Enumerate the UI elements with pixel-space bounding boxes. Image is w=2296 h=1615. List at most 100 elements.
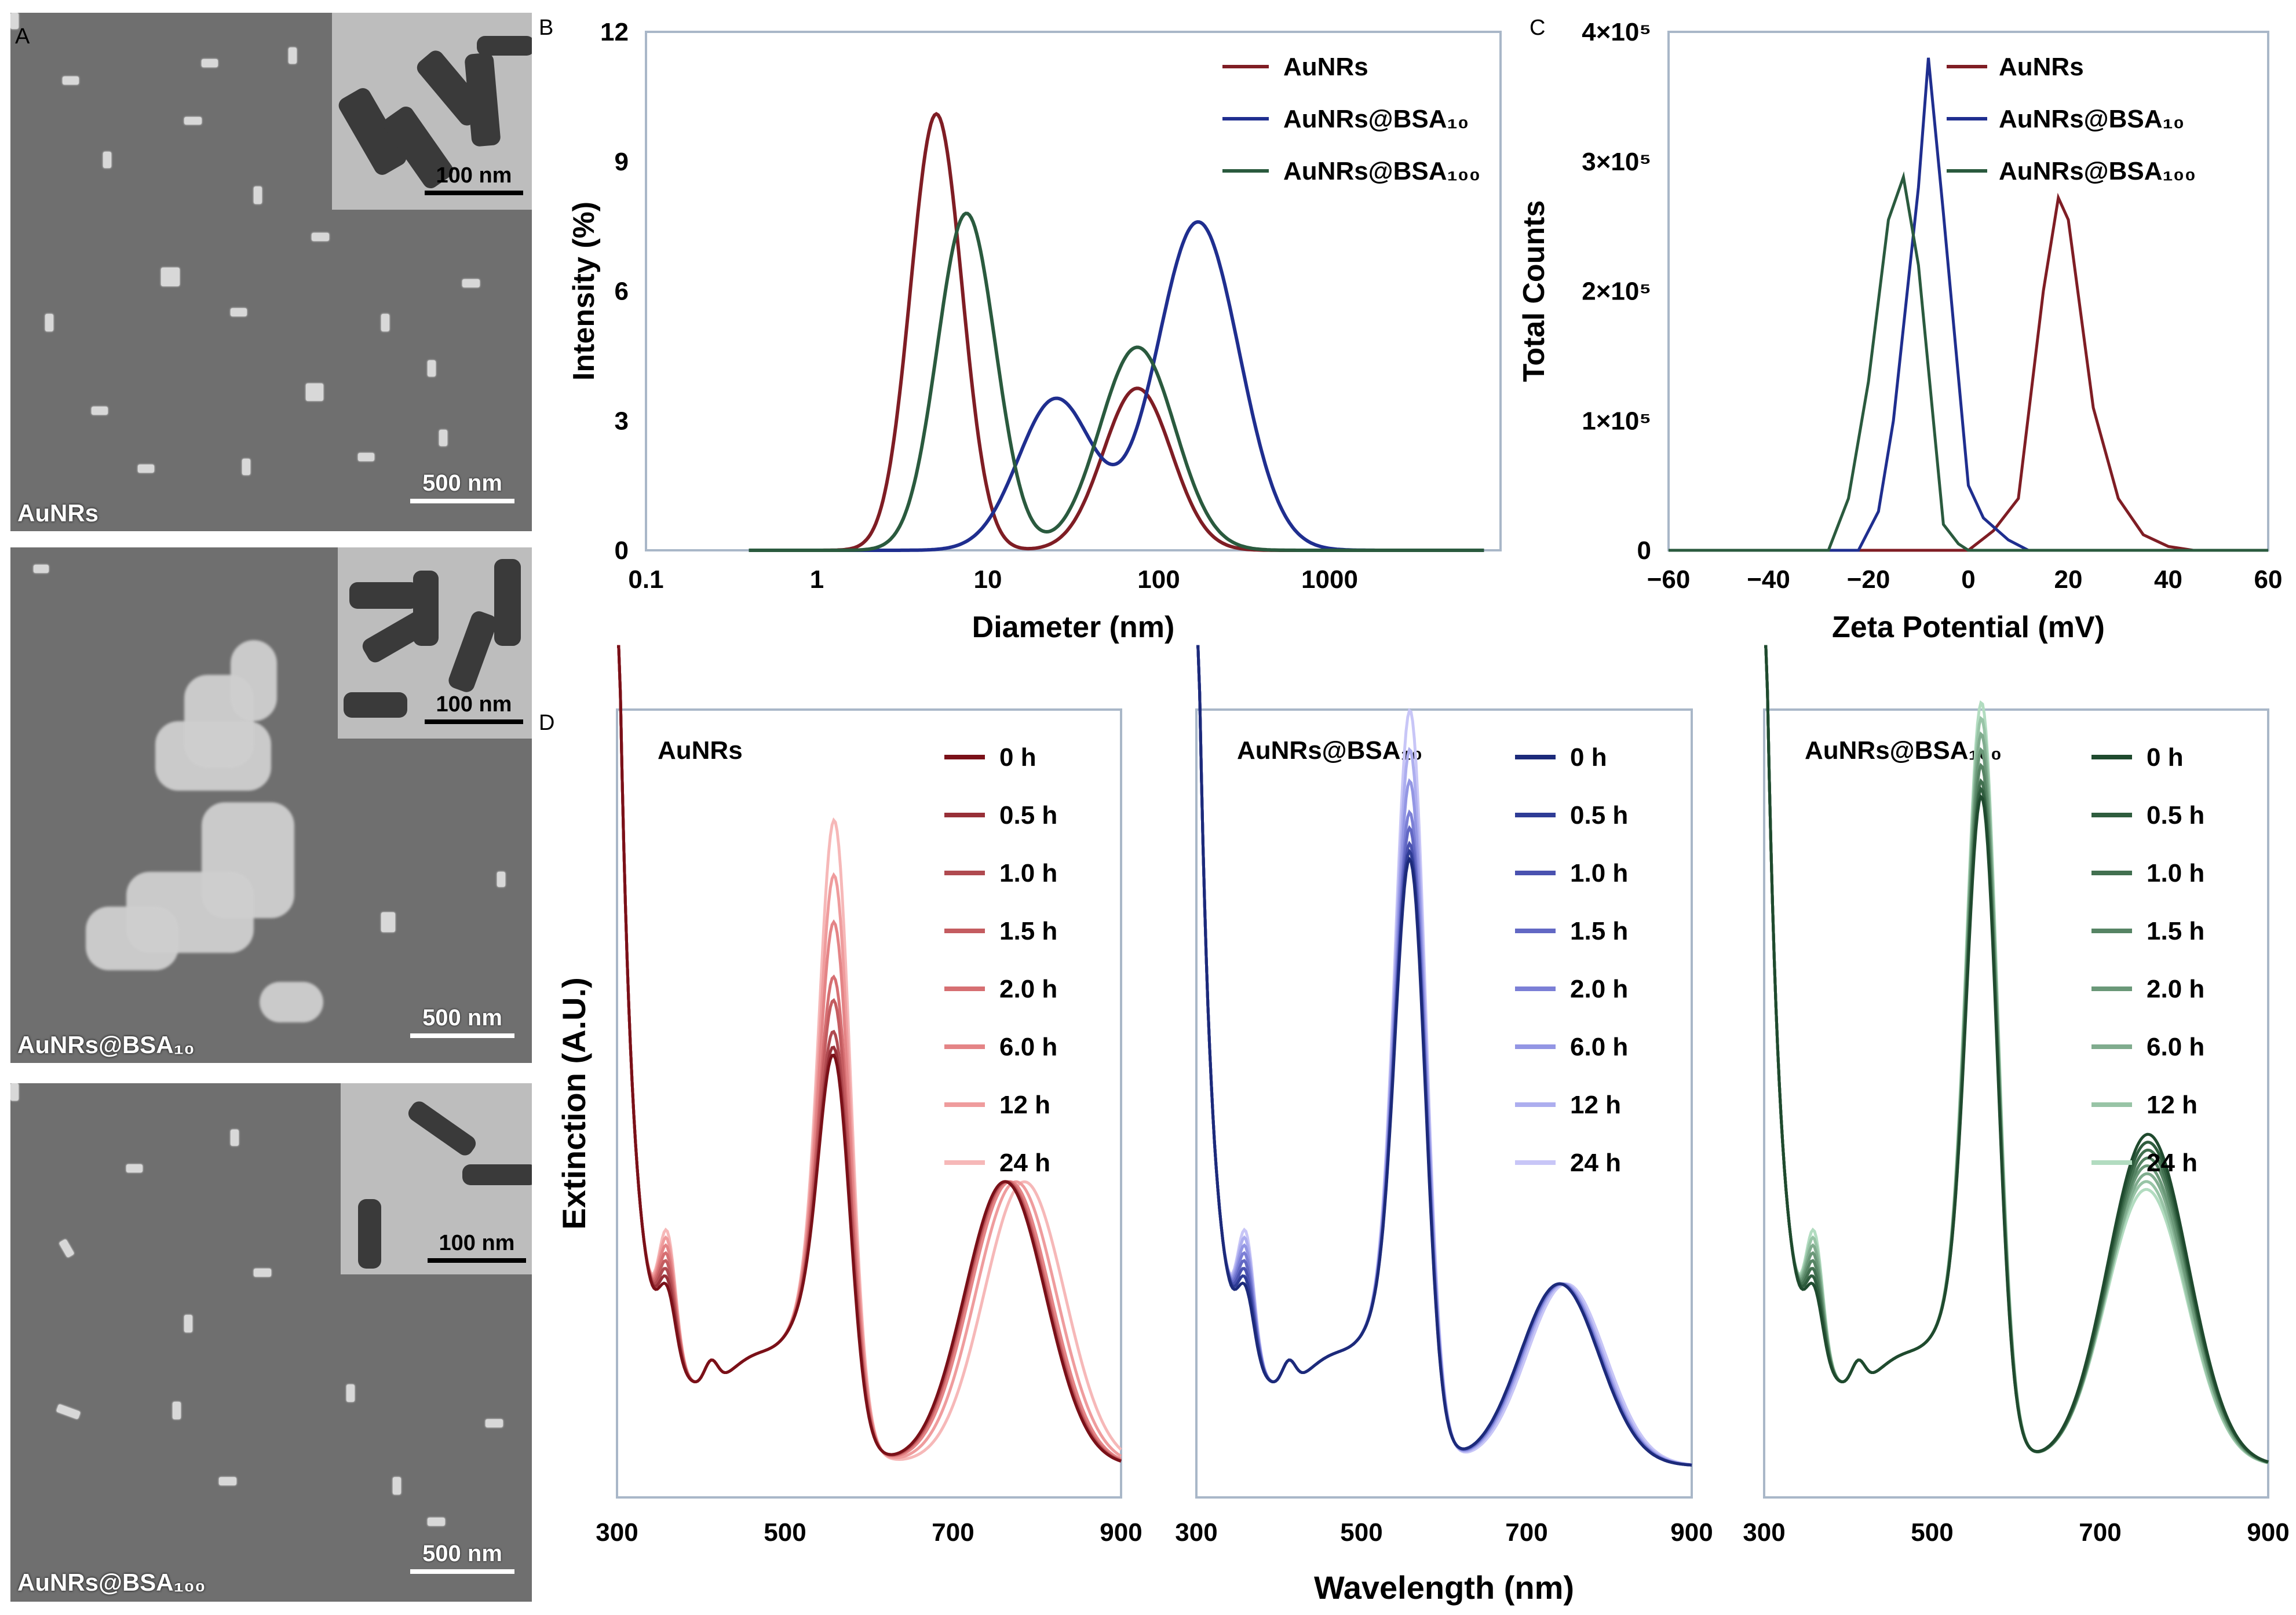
- series-line: [1764, 645, 2269, 1463]
- x-tick-label: 300: [1743, 1518, 1785, 1547]
- legend-entry: 2.0 h: [1570, 975, 1628, 1003]
- x-tick-label: 900: [2247, 1518, 2289, 1547]
- scalebar-500nm: 500 nm: [410, 1005, 514, 1038]
- panel-title: AuNRs: [658, 736, 743, 765]
- chart-zeta: −60 −40 −20 0 20 40 60 0 1×10⁵ 2×10⁵ 3×10⁵ 4×10⁵ Zet…: [1517, 18, 2282, 644]
- legend-entry: 0.5 h: [1570, 801, 1628, 830]
- legend-entry: 0.5 h: [999, 801, 1057, 830]
- legend-entry: AuNRs: [1283, 53, 1368, 81]
- x-tick-label: −20: [1847, 565, 1890, 594]
- x-tick-label: 0: [1961, 565, 1975, 594]
- x-tick-label: 1000: [1301, 565, 1358, 594]
- scalebar-500nm: 500 nm: [410, 1541, 514, 1574]
- chart-uv-aunrs: 300 500 700 900 AuNRs Extinction (A.U.) 0 h 0.5…: [556, 645, 1142, 1547]
- y-tick-label: 0: [1637, 536, 1651, 565]
- panel-letter-d: D: [539, 711, 554, 735]
- legend-entry: AuNRs@BSA₁₀₀: [1283, 157, 1480, 185]
- x-tick-label: 700: [1505, 1518, 1547, 1547]
- inset-scalebar: 100 nm: [425, 692, 523, 724]
- tem-inset-aunrs: 100 nm: [332, 13, 532, 210]
- legend-entry: 24 h: [1570, 1149, 1621, 1177]
- y-tick-label: 3: [615, 407, 629, 435]
- legend-entry: 1.5 h: [999, 917, 1057, 945]
- x-axis-label: Wavelength (nm): [1314, 1569, 1574, 1606]
- y-tick-label: 1×10⁵: [1582, 407, 1651, 435]
- micrograph-label: AuNRs@BSA₁₀₀: [17, 1569, 206, 1596]
- chart-dls: 0.1 1 10 100 1000 0 3 6 9 12 Diameter (nm) Intensit…: [567, 18, 1502, 644]
- series-line: [1669, 57, 2268, 552]
- legend-entry: AuNRs@BSA₁₀: [1999, 105, 2185, 133]
- chart-uv-bsa100: 300 500 700 900 AuNRs@BSA₁₀₀ 0 h 0.5 h 1.0 h 1.5…: [1743, 645, 2290, 1547]
- x-tick-label: 900: [1100, 1518, 1142, 1547]
- legend-entry: 24 h: [2147, 1149, 2198, 1177]
- x-tick-label: 10: [974, 565, 1002, 594]
- legend-entry: 0 h: [1570, 743, 1607, 772]
- x-tick-label: 60: [2254, 565, 2283, 594]
- plot-frame: [645, 31, 1502, 551]
- x-tick-label: 700: [932, 1518, 974, 1547]
- panel-letter-a: A: [15, 24, 30, 49]
- x-tick-label: 40: [2154, 565, 2182, 594]
- x-tick-label: 500: [1340, 1518, 1382, 1547]
- tem-inset-bsa10: 100 nm: [338, 547, 532, 739]
- series-line: [617, 645, 1122, 1463]
- chart-uv-bsa10: 300 500 700 900 AuNRs@BSA₁₀ Wavelength (nm) 0 …: [1175, 645, 1713, 1606]
- x-axis-label: Zeta Potential (mV): [1832, 611, 2105, 644]
- y-tick-label: 12: [600, 18, 629, 46]
- x-tick-label: 300: [596, 1518, 638, 1547]
- series-line: [749, 211, 1484, 552]
- series-line: [1669, 192, 2268, 552]
- micrograph-label: AuNRs: [17, 499, 99, 527]
- x-tick-label: 500: [764, 1518, 806, 1547]
- series-line: [1196, 645, 1692, 1467]
- legend-entry: AuNRs: [1999, 53, 2084, 81]
- panel-letter-b: B: [539, 16, 553, 40]
- x-axis-label: Diameter (nm): [972, 611, 1175, 644]
- micrograph-bsa100: 100 nm 500 nm AuNRs@BSA₁₀₀: [10, 1083, 532, 1602]
- x-tick-label: 0.1: [628, 565, 663, 594]
- scalebar-500nm: 500 nm: [410, 470, 514, 503]
- x-tick-label: 20: [2054, 565, 2083, 594]
- legend-entry: 12 h: [2147, 1091, 2198, 1119]
- y-tick-label: 6: [615, 277, 629, 306]
- panel-letter-c: C: [1530, 16, 1545, 40]
- inset-scalebar: 100 nm: [428, 1231, 526, 1263]
- series-line: [1669, 171, 2268, 552]
- legend-entry: 24 h: [999, 1149, 1050, 1177]
- micrograph-bsa10: 100 nm 500 nm AuNRs@BSA₁₀: [10, 547, 532, 1063]
- legend-entry: 0.5 h: [2147, 801, 2204, 830]
- panel-title: AuNRs@BSA₁₀₀: [1805, 736, 2002, 765]
- micrograph-label: AuNRs@BSA₁₀: [17, 1031, 195, 1058]
- plot-frame: [1195, 708, 1693, 1499]
- legend-entry: 6.0 h: [999, 1033, 1057, 1061]
- y-axis-label: Intensity (%): [567, 202, 601, 381]
- legend-entry: 2.0 h: [2147, 975, 2204, 1003]
- legend-entry: AuNRs@BSA₁₀: [1283, 105, 1469, 133]
- plot-frame: [1763, 708, 2269, 1499]
- legend-entry: 6.0 h: [2147, 1033, 2204, 1061]
- tem-inset-bsa100: 100 nm: [341, 1083, 532, 1274]
- y-tick-label: 0: [615, 536, 629, 565]
- legend-entry: 1.0 h: [2147, 859, 2204, 887]
- legend-entry: 12 h: [999, 1091, 1050, 1119]
- plot-frame: [616, 708, 1122, 1499]
- x-tick-label: −60: [1647, 565, 1691, 594]
- y-tick-label: 4×10⁵: [1582, 18, 1651, 46]
- x-tick-label: 900: [1670, 1518, 1713, 1547]
- y-tick-label: 9: [615, 148, 629, 176]
- inset-scalebar: 100 nm: [425, 163, 523, 195]
- legend-entry: 0 h: [999, 743, 1036, 772]
- y-axis-label: Extinction (A.U.): [556, 977, 592, 1230]
- legend-entry: 1.0 h: [999, 859, 1057, 887]
- panel-title: AuNRs@BSA₁₀: [1237, 736, 1423, 765]
- x-tick-label: −40: [1747, 565, 1790, 594]
- y-tick-label: 3×10⁵: [1582, 148, 1651, 176]
- x-tick-label: 700: [2079, 1518, 2121, 1547]
- micrograph-aunrs: 100 nm 500 nm AuNRs A: [10, 13, 532, 531]
- y-tick-label: 2×10⁵: [1582, 277, 1651, 306]
- legend-entry: 1.5 h: [1570, 917, 1628, 945]
- legend-entry: 0 h: [2147, 743, 2184, 772]
- legend-entry: 1.5 h: [2147, 917, 2204, 945]
- legend-entry: 2.0 h: [999, 975, 1057, 1003]
